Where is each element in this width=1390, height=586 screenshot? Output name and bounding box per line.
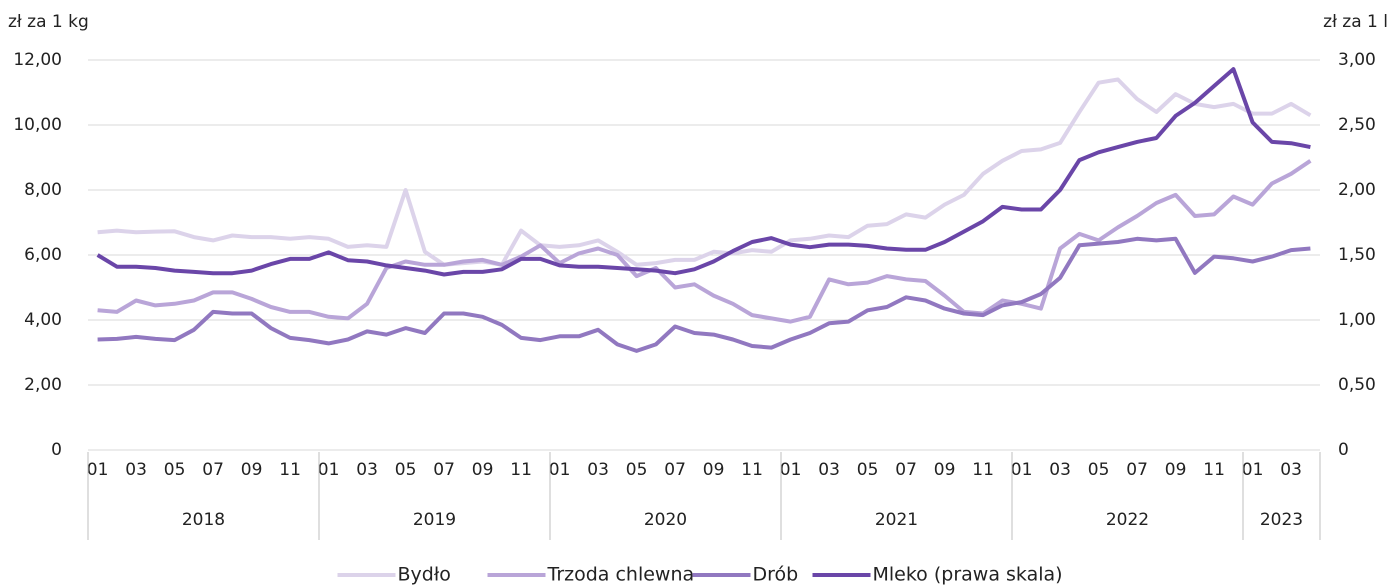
x-tick-label: 09 [1165, 460, 1187, 480]
legend-label: Mleko (prawa skala) [873, 564, 1063, 586]
series-line [96, 67, 1311, 277]
legend-label: Trzoda chlewna [547, 564, 695, 586]
year-label: 2020 [644, 510, 687, 530]
series-line [97, 236, 1311, 353]
x-tick-label: 09 [241, 460, 263, 480]
x-tick-label: 05 [164, 460, 186, 480]
year-label: 2018 [182, 510, 225, 530]
year-label: 2023 [1260, 510, 1303, 530]
x-tick-label: 03 [1049, 460, 1071, 480]
x-tick-label: 05 [626, 460, 648, 480]
y2-tick-label: 0 [1338, 440, 1349, 460]
y-tick-label: 6,00 [24, 245, 62, 265]
x-tick-label: 07 [202, 460, 224, 480]
x-tick-label: 01 [549, 460, 571, 480]
x-tick-label: 05 [395, 460, 417, 480]
x-tick-label: 03 [1280, 460, 1302, 480]
y-tick-label: 4,00 [24, 310, 62, 330]
x-tick-label: 09 [934, 460, 956, 480]
y-tick-label: 10,00 [13, 115, 62, 135]
x-tick-label: 01 [87, 460, 109, 480]
year-label: 2022 [1106, 510, 1149, 530]
y2-axis-label: zł za 1 l [1323, 12, 1388, 32]
y2-tick-label: 3,00 [1338, 50, 1376, 70]
year-label: 2021 [875, 510, 918, 530]
x-tick-label: 01 [318, 460, 340, 480]
x-tick-label: 11 [972, 460, 994, 480]
x-tick-label: 05 [857, 460, 879, 480]
y-axis-label: zł za 1 kg [8, 12, 89, 32]
x-tick-label: 01 [1242, 460, 1264, 480]
x-tick-label: 07 [664, 460, 686, 480]
legend-label: Bydło [398, 564, 451, 586]
x-tick-label: 11 [279, 460, 301, 480]
x-tick-label: 09 [703, 460, 725, 480]
y-tick-label: 2,00 [24, 375, 62, 395]
y-tick-label: 12,00 [13, 50, 62, 70]
legend-label: Drób [753, 564, 799, 586]
y2-tick-label: 0,50 [1338, 375, 1376, 395]
x-tick-label: 03 [818, 460, 840, 480]
x-tick-label: 03 [587, 460, 609, 480]
x-tick-label: 09 [472, 460, 494, 480]
x-tick-label: 11 [510, 460, 532, 480]
y-tick-label: 0 [51, 440, 62, 460]
y2-tick-label: 2,00 [1338, 180, 1376, 200]
x-tick-label: 03 [356, 460, 378, 480]
series-line [97, 159, 1312, 324]
x-tick-label: 07 [433, 460, 455, 480]
x-tick-label: 07 [895, 460, 917, 480]
y2-tick-label: 1,00 [1338, 310, 1376, 330]
x-tick-label: 01 [1011, 460, 1033, 480]
x-tick-label: 07 [1126, 460, 1148, 480]
x-tick-label: 11 [741, 460, 763, 480]
x-tick-label: 11 [1203, 460, 1225, 480]
x-tick-label: 03 [125, 460, 147, 480]
year-label: 2019 [413, 510, 456, 530]
y2-tick-label: 1,50 [1338, 245, 1376, 265]
y-tick-label: 8,00 [24, 180, 62, 200]
y2-tick-label: 2,50 [1338, 115, 1376, 135]
x-tick-label: 05 [1088, 460, 1110, 480]
x-tick-label: 01 [780, 460, 802, 480]
series-line [97, 77, 1312, 267]
